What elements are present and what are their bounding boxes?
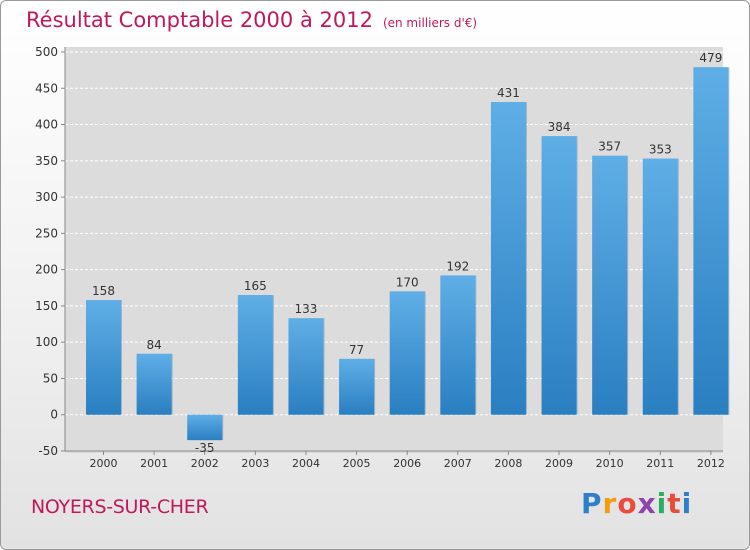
x-tick-label-2006: 2006 bbox=[393, 457, 421, 470]
y-tick-label: 500 bbox=[35, 45, 58, 59]
y-tick-label: 200 bbox=[35, 263, 58, 277]
x-tick-label-2005: 2005 bbox=[343, 457, 371, 470]
y-tick-label: 150 bbox=[35, 299, 58, 313]
data-label-2003: 165 bbox=[244, 279, 267, 293]
x-tick-label-2010: 2010 bbox=[596, 457, 624, 470]
y-tick-label: 400 bbox=[35, 118, 58, 132]
bar-2007 bbox=[440, 275, 476, 415]
x-tick-label-2011: 2011 bbox=[646, 457, 674, 470]
chart-title: Résultat Comptable 2000 à 2012 bbox=[26, 8, 373, 32]
bar-2001 bbox=[136, 353, 172, 415]
logo-letter: o bbox=[617, 487, 638, 520]
bar-2010 bbox=[592, 155, 628, 415]
y-tick-label: 300 bbox=[35, 190, 58, 204]
bar-2003 bbox=[237, 295, 273, 415]
x-tick-label-2004: 2004 bbox=[292, 457, 320, 470]
bar-2009 bbox=[541, 136, 577, 415]
bar-2006 bbox=[389, 291, 425, 415]
logo-letter: P bbox=[581, 487, 603, 520]
commune-name: NOYERS-SUR-CHER bbox=[31, 496, 209, 518]
data-label-2006: 170 bbox=[396, 275, 419, 289]
chart-title-block: Résultat Comptable 2000 à 2012 (en millie… bbox=[26, 8, 477, 32]
data-label-2012: 479 bbox=[699, 51, 722, 65]
bar-2008 bbox=[490, 102, 526, 415]
x-tick-label-2001: 2001 bbox=[140, 457, 168, 470]
data-label-2007: 192 bbox=[446, 259, 469, 273]
tick-labels: -50 0 50 100 150 200 250 300 350 400 450 500 2000 200… bbox=[35, 45, 725, 470]
data-label-2002: -35 bbox=[195, 441, 215, 455]
x-tick-label-2003: 2003 bbox=[241, 457, 269, 470]
data-label-2001: 84 bbox=[146, 338, 161, 352]
bar-2004 bbox=[288, 318, 324, 415]
bar-2000 bbox=[86, 300, 121, 415]
axes bbox=[61, 47, 723, 455]
data-label-2004: 133 bbox=[295, 302, 318, 316]
data-labels: 158 84 -35 165 133 77 170 192 431 384 357 353 479 bbox=[92, 51, 722, 455]
logo-letter: r bbox=[602, 487, 618, 520]
chart-unit: (en milliers d'€) bbox=[382, 16, 478, 30]
logo-letter: i bbox=[681, 487, 693, 520]
y-tick-label: 450 bbox=[35, 81, 58, 95]
bars bbox=[86, 67, 730, 441]
x-tick-label-2007: 2007 bbox=[444, 457, 472, 470]
x-tick-label-2000: 2000 bbox=[90, 457, 118, 470]
logo-letter: t bbox=[667, 487, 682, 520]
logo-letter: x bbox=[637, 487, 657, 520]
y-tick-label: -50 bbox=[38, 444, 58, 458]
x-tick-label-2008: 2008 bbox=[494, 457, 522, 470]
y-tick-label: 50 bbox=[43, 371, 58, 385]
bar-2011 bbox=[642, 158, 678, 415]
data-label-2008: 431 bbox=[497, 86, 520, 100]
data-label-2000: 158 bbox=[92, 284, 115, 298]
data-label-2011: 353 bbox=[649, 143, 672, 157]
y-tick-label: 350 bbox=[35, 154, 58, 168]
data-label-2009: 384 bbox=[548, 120, 571, 134]
bar-2005 bbox=[339, 358, 375, 415]
bar-2002 bbox=[187, 414, 223, 441]
logo-letter: i bbox=[656, 487, 668, 520]
data-label-2005: 77 bbox=[349, 343, 364, 357]
x-tick-label-2002: 2002 bbox=[191, 457, 219, 470]
proxiti-logo[interactable]: Proxiti bbox=[581, 487, 692, 520]
x-tick-label-2009: 2009 bbox=[545, 457, 573, 470]
y-tick-label: 0 bbox=[50, 408, 58, 422]
y-tick-label: 250 bbox=[35, 226, 58, 240]
data-label-2010: 357 bbox=[598, 140, 621, 154]
bar-2012 bbox=[693, 67, 729, 415]
y-tick-label: 100 bbox=[35, 335, 58, 349]
x-tick-label-2012: 2012 bbox=[697, 457, 725, 470]
